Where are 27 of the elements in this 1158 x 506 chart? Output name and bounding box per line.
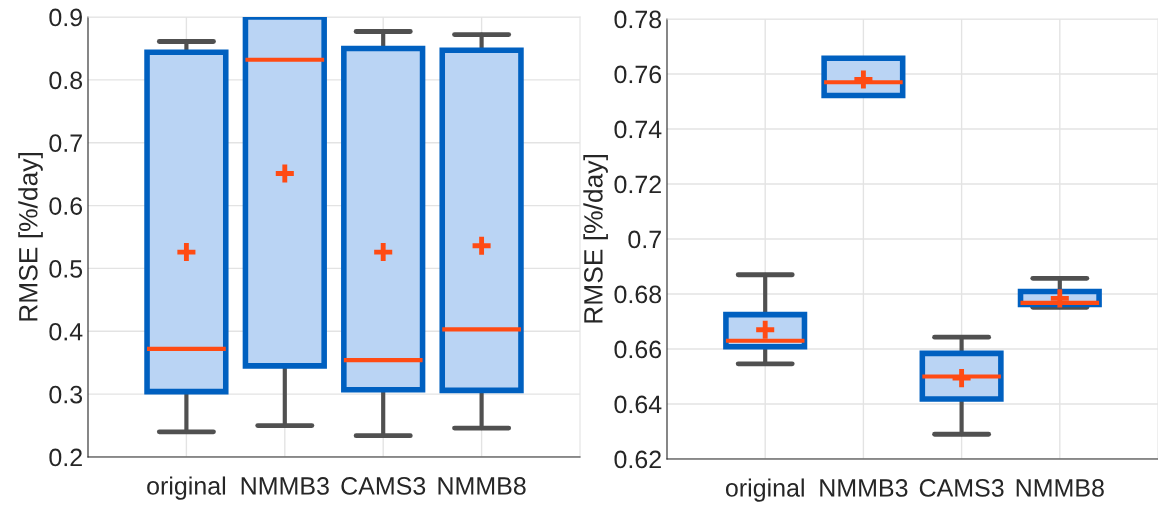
x-tick-label: original bbox=[147, 476, 226, 500]
y-tick-label: 0.72 bbox=[614, 175, 661, 194]
y-tick-label: 0.7 bbox=[49, 134, 82, 153]
y-axis-title: RMSE [%/day] bbox=[583, 155, 608, 323]
x-tick-label: CAMS3 bbox=[919, 479, 1004, 497]
y-tick-label: 0.4 bbox=[49, 322, 83, 341]
x-tick-label: NMMB3 bbox=[820, 479, 908, 497]
y-tick-label: 0.74 bbox=[614, 120, 662, 139]
y-tick-label: 0.9 bbox=[49, 8, 82, 27]
y-tick-label: 0.5 bbox=[49, 260, 83, 278]
x-tick-label: NMMB8 bbox=[438, 477, 526, 495]
y-axis-title: RMSE [%/day] bbox=[18, 153, 43, 321]
x-tick-label: original bbox=[725, 478, 804, 502]
y-tick-label: 0.76 bbox=[614, 65, 662, 84]
y-tick-label: 0.64 bbox=[614, 395, 662, 414]
y-tick-label: 0.66 bbox=[614, 340, 662, 359]
x-tick-label: NMMB8 bbox=[1016, 479, 1104, 497]
y-tick-label: 0.7 bbox=[628, 230, 661, 249]
y-tick-label: 0.78 bbox=[614, 10, 662, 29]
y-tick-label: 0.62 bbox=[614, 450, 661, 469]
y-tick-label: 0.6 bbox=[49, 197, 83, 215]
y-tick-label: 0.8 bbox=[49, 71, 83, 90]
y-tick-label: 0.2 bbox=[49, 448, 82, 467]
y-tick-label: 0.3 bbox=[49, 385, 83, 404]
x-tick-label: NMMB3 bbox=[241, 477, 329, 495]
x-tick-label: CAMS3 bbox=[341, 477, 426, 495]
y-tick-label: 0.68 bbox=[614, 285, 662, 304]
